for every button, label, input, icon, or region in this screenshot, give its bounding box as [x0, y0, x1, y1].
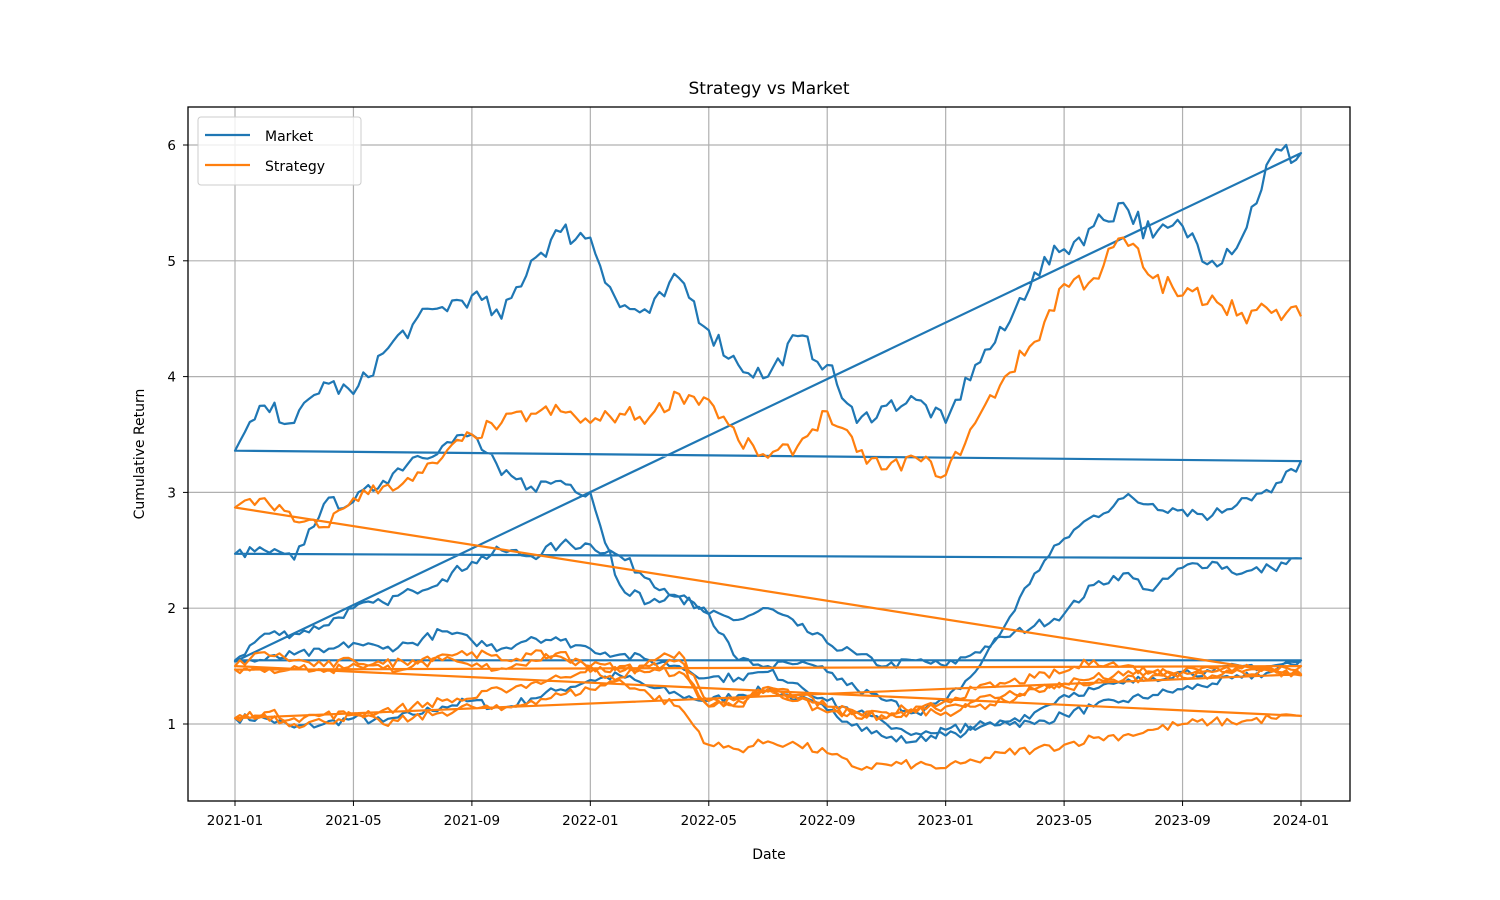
chart-title: Strategy vs Market — [688, 79, 849, 99]
x-tick-label: 2023-01 — [917, 813, 973, 829]
legend: Market Strategy — [197, 116, 362, 186]
y-tick-label: 3 — [167, 485, 176, 501]
x-tick-label: 2022-01 — [562, 813, 618, 829]
x-tick-label: 2024-01 — [1273, 813, 1329, 829]
series-line-market — [233, 143, 1303, 744]
plot-frame — [187, 106, 1351, 802]
y-tick-label: 5 — [167, 254, 176, 270]
y-tick-label: 6 — [167, 138, 176, 154]
y-tick-label: 4 — [167, 370, 176, 386]
x-tick-label: 2021-09 — [444, 813, 500, 829]
legend-label-market: Market — [265, 129, 314, 145]
x-tick-label: 2021-01 — [207, 813, 263, 829]
y-tick-label: 2 — [167, 601, 176, 617]
x-tick-label: 2022-09 — [799, 813, 855, 829]
legend-label-strategy: Strategy — [265, 159, 325, 175]
x-axis-ticks: 2021-01 2021-05 2021-09 2022-01 2022-05 2022-… — [207, 801, 1329, 829]
x-tick-label: 2021-05 — [325, 813, 381, 829]
series-layer — [233, 143, 1303, 771]
y-tick-label: 1 — [167, 717, 176, 733]
y-axis-label: Cumulative Return — [132, 389, 148, 520]
series-line-strategy — [233, 236, 1303, 771]
x-tick-label: 2022-05 — [681, 813, 737, 829]
x-tick-label: 2023-05 — [1036, 813, 1092, 829]
y-axis-ticks: 1 2 3 4 5 6 — [167, 138, 188, 733]
x-tick-label: 2023-09 — [1154, 813, 1210, 829]
x-axis-label: Date — [752, 847, 785, 863]
